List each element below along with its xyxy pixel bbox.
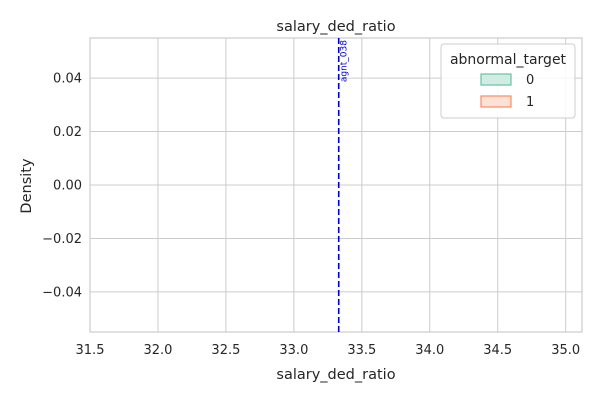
x-tick-label: 34.5 bbox=[483, 343, 512, 358]
y-tick-label: −0.02 bbox=[42, 232, 82, 247]
y-tick-label: 0.04 bbox=[53, 72, 82, 87]
y-tick-label: 0.00 bbox=[53, 179, 82, 194]
x-axis-ticks: 31.5 32.0 32.5 33.0 33.5 34.0 34.5 35.0 bbox=[76, 343, 581, 358]
legend-swatch-1 bbox=[480, 95, 512, 108]
legend-label-1: 1 bbox=[526, 95, 534, 110]
legend-swatch-0 bbox=[480, 73, 512, 86]
legend-label-0: 0 bbox=[526, 73, 534, 88]
x-tick-label: 35.0 bbox=[551, 343, 580, 358]
y-axis-ticks: 0.04 0.02 0.00 −0.02 −0.04 bbox=[42, 72, 82, 301]
legend-title: abnormal_target bbox=[450, 52, 567, 68]
grid-lines bbox=[89, 38, 582, 332]
plot-area-frame bbox=[89, 37, 583, 333]
x-tick-label: 32.5 bbox=[211, 343, 240, 358]
x-tick-label: 32.0 bbox=[143, 343, 172, 358]
x-tick-label: 33.5 bbox=[347, 343, 376, 358]
x-axis-title: salary_ded_ratio bbox=[276, 367, 395, 383]
legend: abnormal_target 0 1 bbox=[440, 43, 576, 119]
y-tick-label: 0.02 bbox=[53, 125, 82, 140]
y-axis-title: Density bbox=[19, 158, 35, 214]
reference-line-label: agnt_038 bbox=[340, 40, 350, 82]
chart-title: salary_ded_ratio bbox=[276, 19, 395, 35]
y-tick-label: −0.04 bbox=[42, 285, 82, 300]
x-tick-label: 31.5 bbox=[76, 343, 105, 358]
x-tick-label: 33.0 bbox=[279, 343, 308, 358]
x-tick-label: 34.0 bbox=[415, 343, 444, 358]
